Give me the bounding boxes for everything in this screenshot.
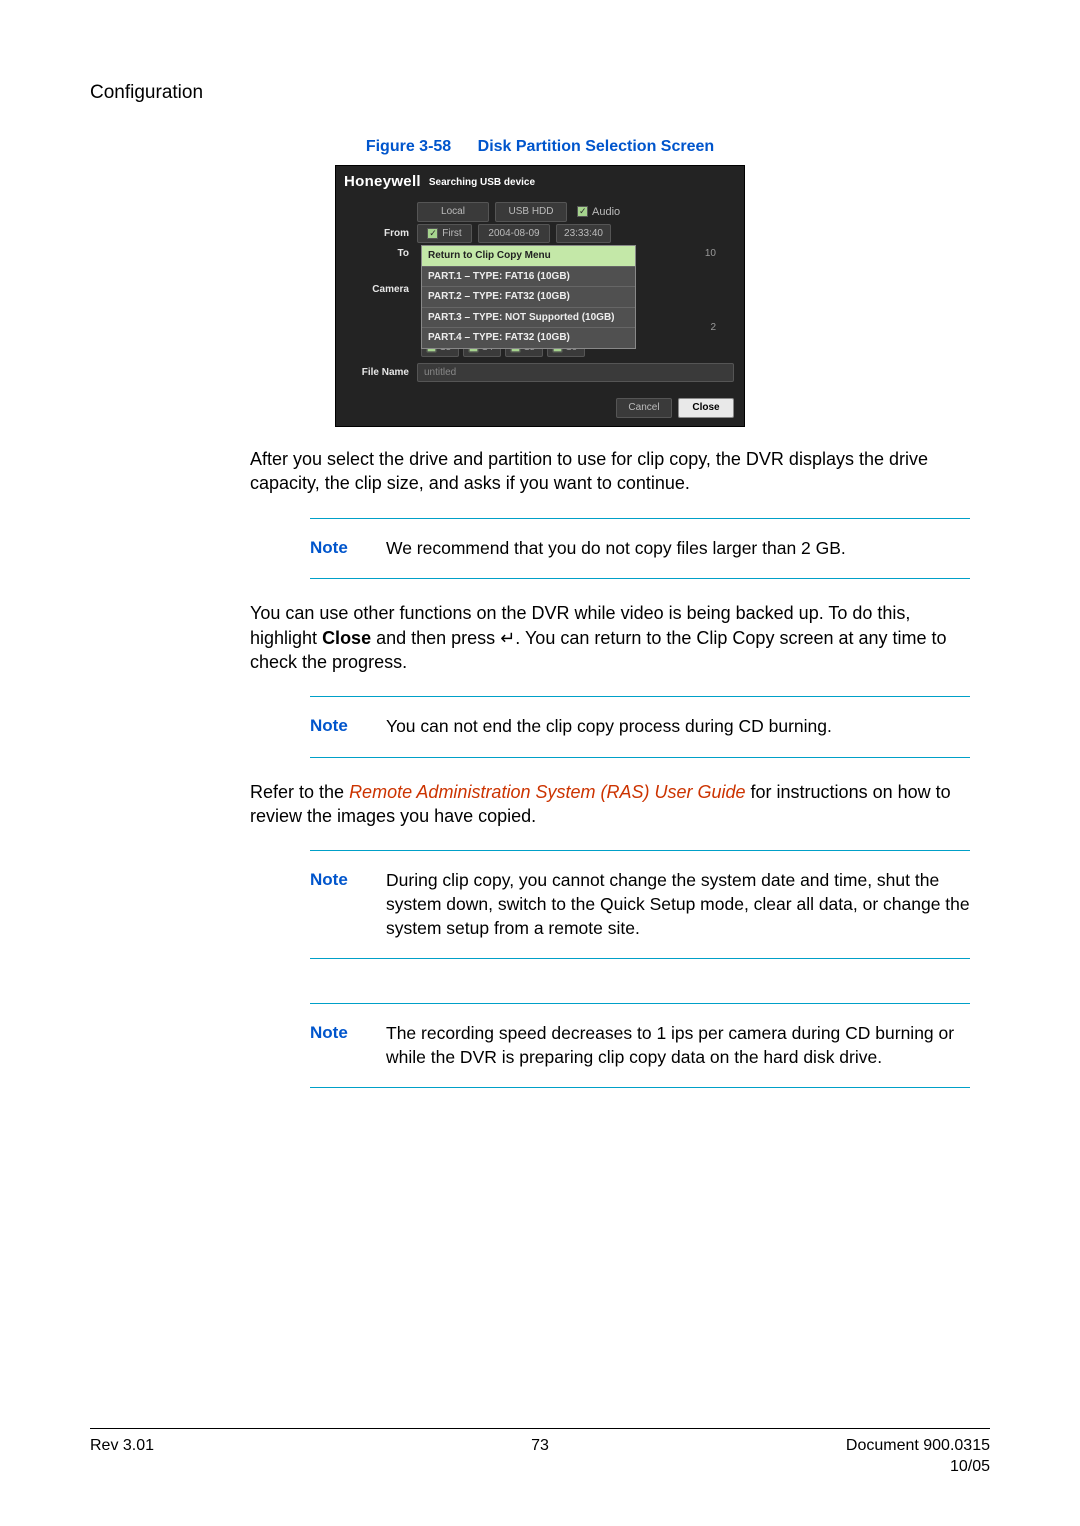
note-1-text: We recommend that you do not copy files … xyxy=(386,537,970,561)
note-rule xyxy=(310,958,970,959)
close-bold: Close xyxy=(322,628,371,648)
note-1: Note We recommend that you do not copy f… xyxy=(310,518,970,580)
note-2: Note You can not end the clip copy proce… xyxy=(310,696,970,758)
cancel-button[interactable]: Cancel xyxy=(616,398,672,418)
checkbox-icon xyxy=(427,228,438,239)
para-refer: Refer to the Remote Administration Syste… xyxy=(250,780,970,829)
figure-title: Disk Partition Selection Screen xyxy=(478,138,715,155)
dvr-footer: Cancel Close xyxy=(336,392,744,426)
menu-return[interactable]: Return to Clip Copy Menu xyxy=(422,246,635,267)
refer-doc-title: Remote Administration System (RAS) User … xyxy=(349,782,745,802)
para-after-select: After you select the drive and partition… xyxy=(250,447,970,496)
note-3: Note During clip copy, you cannot change… xyxy=(310,850,970,959)
filename-field[interactable]: untitled xyxy=(417,363,734,383)
dvr-brand: Honeywell xyxy=(344,172,421,192)
dvr-header: Honeywell Searching USB device xyxy=(336,166,744,196)
para-other-functions: You can use other functions on the DVR w… xyxy=(250,601,970,674)
dvr-from-row: From First 2004-08-09 23:33:40 xyxy=(346,224,734,244)
dvr-subtitle: Searching USB device xyxy=(429,176,535,190)
from-first-label: First xyxy=(442,228,461,239)
dvr-screenshot: Honeywell Searching USB device Local USB… xyxy=(335,165,745,427)
close-button[interactable]: Close xyxy=(678,398,734,418)
from-label: From xyxy=(346,227,411,241)
footer-page: 73 xyxy=(90,1435,990,1457)
other-fn-b: and then press xyxy=(371,628,500,648)
note-label: Note xyxy=(310,715,358,738)
audio-check[interactable]: Audio xyxy=(577,205,620,220)
num-peek-12: 2 xyxy=(710,321,716,335)
page-footer: Rev 3.01 73 Document 900.0315 10/05 xyxy=(90,1428,990,1478)
dvr-to-row: To 10 Return to Clip Copy Menu PART.1 – … xyxy=(346,245,734,337)
note-4-text: The recording speed decreases to 1 ips p… xyxy=(386,1022,970,1069)
note-label: Note xyxy=(310,869,358,892)
camera-label: Camera xyxy=(346,283,411,297)
tab-local[interactable]: Local xyxy=(417,202,489,222)
footer-date: 10/05 xyxy=(950,1458,990,1475)
note-rule xyxy=(310,1087,970,1088)
from-date[interactable]: 2004-08-09 xyxy=(478,224,550,244)
section-title: Configuration xyxy=(90,80,990,106)
from-first[interactable]: First xyxy=(417,224,472,244)
partition-menu: Return to Clip Copy Menu PART.1 – TYPE: … xyxy=(421,245,636,349)
menu-part1[interactable]: PART.1 – TYPE: FAT16 (10GB) xyxy=(422,267,635,288)
checkbox-icon xyxy=(577,206,588,217)
to-time-peek: 10 xyxy=(705,247,716,261)
dvr-tabs-row: Local USB HDD Audio xyxy=(346,202,734,222)
note-label: Note xyxy=(310,537,358,560)
menu-part3[interactable]: PART.3 – TYPE: NOT Supported (10GB) xyxy=(422,308,635,329)
enter-symbol: ↵ xyxy=(500,628,515,648)
note-4: Note The recording speed decreases to 1 … xyxy=(310,1003,970,1088)
audio-label: Audio xyxy=(592,206,620,218)
figure-caption: Figure 3-58 Disk Partition Selection Scr… xyxy=(90,136,990,158)
dvr-body: Local USB HDD Audio From First 2004-08-0… xyxy=(336,196,744,392)
tab-usb-hdd[interactable]: USB HDD xyxy=(495,202,567,222)
figure-number: Figure 3-58 xyxy=(366,138,451,155)
note-label: Note xyxy=(310,1022,358,1045)
from-time[interactable]: 23:33:40 xyxy=(556,224,611,244)
to-label: To xyxy=(346,247,411,261)
note-rule xyxy=(310,578,970,579)
refer-a: Refer to the xyxy=(250,782,349,802)
note-3-text: During clip copy, you cannot change the … xyxy=(386,869,970,940)
menu-part4[interactable]: PART.4 – TYPE: FAT32 (10GB) xyxy=(422,328,635,348)
filename-row: File Name untitled xyxy=(346,363,734,383)
filename-label: File Name xyxy=(346,366,411,380)
menu-part2[interactable]: PART.2 – TYPE: FAT32 (10GB) xyxy=(422,287,635,308)
note-rule xyxy=(310,757,970,758)
note-2-text: You can not end the clip copy process du… xyxy=(386,715,970,739)
